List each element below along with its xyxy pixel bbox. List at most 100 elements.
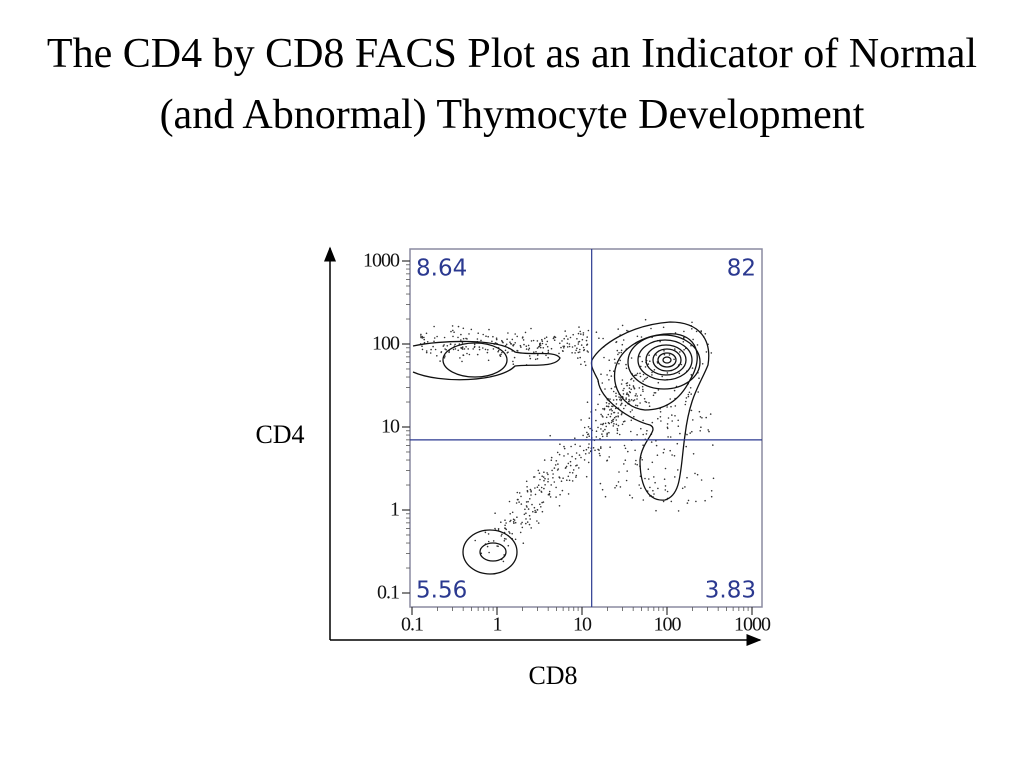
event-dot (432, 345, 434, 348)
event-dot (480, 552, 483, 555)
event-dot (642, 380, 644, 382)
event-dot (511, 338, 514, 341)
event-dot (651, 371, 653, 374)
event-dot (497, 528, 500, 530)
event-dot (698, 410, 701, 413)
event-dot (683, 330, 685, 333)
event-dot (645, 433, 648, 435)
event-dot (612, 425, 615, 427)
event-dot (536, 340, 539, 342)
contour (590, 321, 710, 501)
event-dot (527, 500, 529, 503)
event-dot (577, 357, 579, 359)
event-dot (697, 391, 699, 393)
event-dot (503, 540, 506, 542)
contour (627, 334, 701, 390)
event-dot (588, 452, 590, 454)
event-dot (669, 398, 671, 400)
event-dot (523, 343, 525, 346)
event-dot (504, 524, 506, 527)
event-dot (690, 393, 692, 395)
event-dot (526, 521, 529, 523)
event-dot (612, 418, 614, 421)
event-dot (474, 539, 477, 542)
event-dot (618, 352, 620, 354)
event-dot (576, 347, 578, 350)
event-dot (627, 450, 629, 453)
event-dot (425, 350, 428, 352)
y-tick-label: 100 (372, 333, 400, 355)
event-dot (657, 487, 659, 490)
event-dot (624, 420, 626, 423)
event-dot (615, 398, 618, 401)
event-dot (682, 341, 685, 343)
event-dot (433, 325, 435, 328)
event-dot (527, 344, 530, 347)
event-dot (556, 451, 559, 454)
event-dot (635, 459, 637, 462)
event-dot (634, 394, 637, 397)
event-dot (462, 327, 465, 330)
event-dot (666, 490, 669, 493)
event-dot (582, 449, 585, 452)
event-dot (537, 469, 540, 472)
event-dot (616, 428, 619, 430)
event-dot (645, 377, 647, 380)
event-dot (487, 540, 490, 543)
event-dot (642, 433, 644, 436)
event-dot (443, 344, 445, 346)
event-dot (692, 453, 695, 455)
event-dot (571, 472, 574, 474)
event-dot (618, 433, 621, 436)
event-dot (586, 401, 589, 404)
event-dot (512, 360, 514, 363)
event-dot (633, 387, 636, 390)
event-dot (473, 345, 476, 348)
event-dot (621, 402, 623, 405)
event-dot (606, 374, 608, 376)
event-dot (466, 338, 468, 340)
event-dot (423, 336, 425, 339)
event-dot (420, 336, 422, 339)
event-dot (679, 432, 681, 435)
event-dot (572, 469, 575, 471)
event-dot (641, 459, 643, 461)
event-dot (691, 328, 693, 330)
event-dot (509, 532, 511, 534)
event-dot (640, 427, 642, 430)
event-dot (629, 400, 631, 402)
event-dot (476, 338, 479, 340)
event-dot (612, 399, 615, 401)
event-dot (600, 446, 602, 448)
event-dot (625, 367, 628, 370)
event-dot (600, 373, 602, 376)
event-dot (567, 462, 570, 465)
event-dot (564, 467, 567, 469)
event-dot (619, 398, 621, 401)
event-dot (495, 337, 498, 340)
event-dot (509, 341, 511, 344)
event-dot (559, 443, 561, 446)
event-dot (710, 490, 713, 492)
event-dot (644, 318, 647, 321)
event-dot (652, 489, 654, 492)
event-dot (467, 348, 470, 350)
event-dot (524, 331, 527, 334)
event-dot (514, 333, 516, 335)
event-dot (499, 355, 502, 358)
event-dot (523, 513, 526, 516)
event-dot (578, 326, 580, 328)
event-dot (497, 349, 500, 352)
event-dot (511, 532, 513, 535)
event-dot (664, 485, 667, 487)
event-dot (618, 471, 620, 473)
event-dot (536, 354, 539, 356)
event-dot (666, 427, 669, 430)
event-dot (544, 337, 546, 340)
event-dot (615, 403, 618, 405)
event-dot (642, 390, 644, 393)
event-dot (530, 494, 532, 496)
event-dot (616, 432, 619, 435)
event-dot (466, 352, 468, 355)
event-dot (529, 488, 532, 491)
